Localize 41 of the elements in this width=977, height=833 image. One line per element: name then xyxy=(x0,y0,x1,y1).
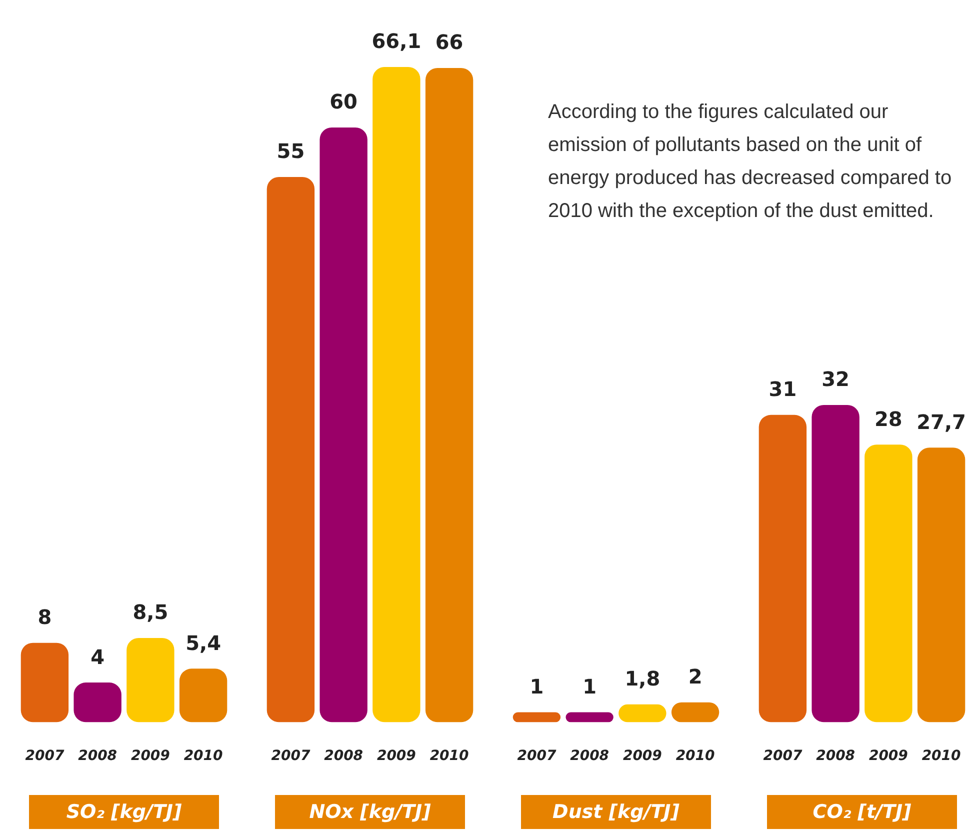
x-tick-label: 2007 xyxy=(271,748,310,764)
x-tick-label: 2009 xyxy=(622,748,662,764)
x-axis-title: NOx [kg/TJ] xyxy=(275,795,465,829)
data-label: 28 xyxy=(874,406,902,431)
x-tick-label: 2007 xyxy=(763,748,802,764)
x-tick-label: 2008 xyxy=(324,748,364,764)
x-tick-label: 2007 xyxy=(517,748,556,764)
bar xyxy=(20,642,69,722)
x-tick-label: 2007 xyxy=(25,748,64,764)
x-tick-label: 2008 xyxy=(816,748,856,764)
data-label: 1 xyxy=(582,674,597,698)
x-tick-label: 2008 xyxy=(78,748,118,764)
x-axis-title: SO₂ [kg/TJ] xyxy=(29,795,219,829)
data-label: 32 xyxy=(822,367,850,392)
data-label: 66,1 xyxy=(372,29,422,54)
x-tick-label: 2010 xyxy=(676,748,716,764)
bar xyxy=(179,668,228,722)
data-label: 2 xyxy=(688,664,702,689)
data-label: 1,8 xyxy=(624,666,660,691)
data-label: 4 xyxy=(90,644,105,669)
data-label: 66 xyxy=(435,30,464,54)
x-axis-title: CO₂ [t/TJ] xyxy=(767,795,957,829)
x-tick-label: 2009 xyxy=(868,748,908,764)
data-label: 31 xyxy=(768,377,797,402)
x-axis-title: Dust [kg/TJ] xyxy=(521,795,711,829)
text: According to the figures calculated our emission of pollutants based on the unit of energy produced has decreased compared to 2010 with the exception of the dust emitted. xyxy=(548,100,953,224)
data-label: 5,4 xyxy=(186,630,222,655)
data-label: 8 xyxy=(38,605,52,630)
x-tick-label: 2008 xyxy=(570,748,610,764)
data-label: 55 xyxy=(276,139,305,164)
x-tick-label: 2009 xyxy=(376,748,416,764)
x-tick-label: 2010 xyxy=(922,748,962,764)
data-label: 8,5 xyxy=(132,600,168,624)
x-tick-label: 2010 xyxy=(430,748,470,764)
x-tick-label: 2010 xyxy=(184,748,224,764)
data-label: 1 xyxy=(530,674,544,698)
x-tick-label: 2009 xyxy=(130,748,170,764)
data-label: 60 xyxy=(330,90,358,114)
bar xyxy=(126,638,174,722)
data-label: 27,7 xyxy=(916,410,966,434)
bar xyxy=(74,682,122,722)
